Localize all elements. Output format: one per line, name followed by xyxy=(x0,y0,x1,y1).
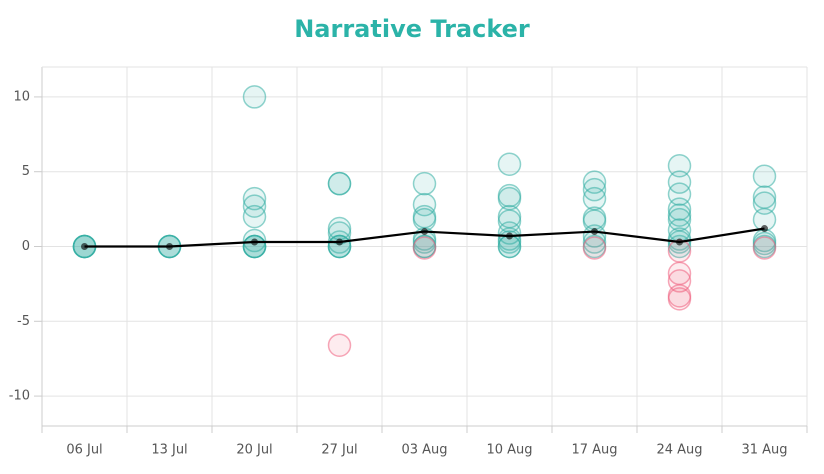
y-tick-label: -10 xyxy=(9,389,30,404)
bubble xyxy=(327,171,352,196)
trend-point xyxy=(421,228,428,236)
chart-title: Narrative Tracker xyxy=(294,15,530,43)
trend-point xyxy=(676,238,683,246)
bubble xyxy=(412,236,437,260)
bubble xyxy=(412,171,437,196)
bubble xyxy=(667,287,692,311)
x-tick-label: 03 Aug xyxy=(401,443,447,458)
y-tick-label: 10 xyxy=(13,89,30,104)
bubble xyxy=(752,164,777,188)
bubble xyxy=(667,153,692,178)
trend-point xyxy=(506,232,513,240)
bubble xyxy=(497,152,522,176)
trend-point xyxy=(761,225,768,233)
x-tick-label: 20 Jul xyxy=(236,443,272,458)
trend-point xyxy=(336,238,343,246)
bubble xyxy=(582,170,607,194)
trend-point xyxy=(166,243,173,250)
trend-point xyxy=(591,228,598,236)
x-tick-label: 13 Jul xyxy=(151,443,187,458)
bubble xyxy=(752,191,777,215)
y-tick-label: 0 xyxy=(22,239,30,254)
bubble xyxy=(327,333,352,357)
bubble xyxy=(582,236,607,260)
trend-point xyxy=(251,238,258,246)
bubble xyxy=(242,186,267,211)
bubble xyxy=(242,85,267,109)
x-tick-label: 27 Jul xyxy=(321,443,357,458)
x-tick-label: 31 Aug xyxy=(741,443,787,458)
bubble xyxy=(242,204,267,229)
x-tick-label: 06 Jul xyxy=(66,443,102,458)
bubble xyxy=(752,236,777,260)
bubble xyxy=(497,209,522,233)
bubble xyxy=(582,177,607,202)
y-tick-label: -5 xyxy=(17,314,30,329)
trend-point xyxy=(81,243,88,250)
x-tick-label: 17 Aug xyxy=(571,443,617,458)
x-tick-label: 24 Aug xyxy=(656,443,702,458)
bubble xyxy=(667,170,692,194)
x-tick-label: 10 Aug xyxy=(486,443,532,458)
y-tick-label: 5 xyxy=(22,164,30,179)
